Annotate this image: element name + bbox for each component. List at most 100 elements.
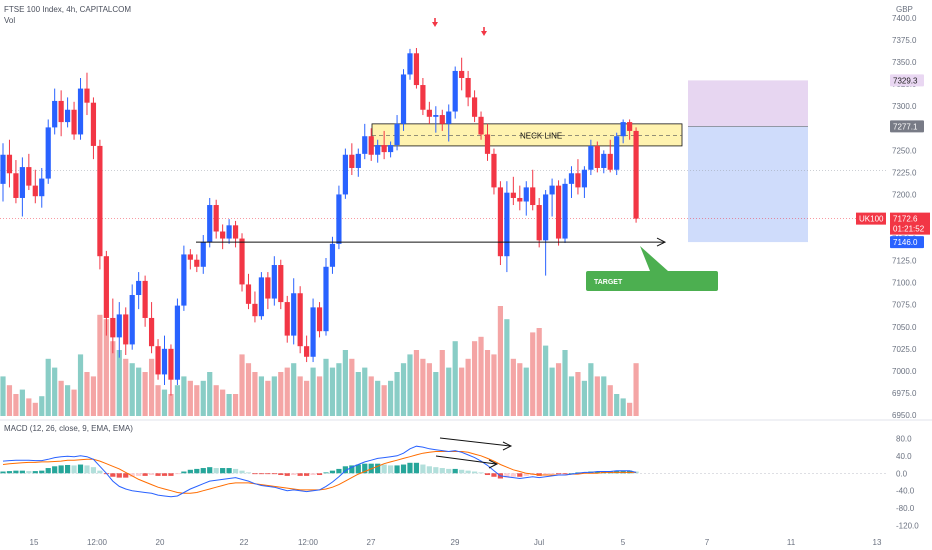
candle-body[interactable] bbox=[543, 194, 549, 241]
candle-body[interactable] bbox=[71, 109, 77, 135]
candle-body[interactable] bbox=[536, 205, 542, 241]
candle-body[interactable] bbox=[478, 116, 484, 135]
candle-body[interactable] bbox=[304, 346, 310, 357]
candle-body[interactable] bbox=[291, 293, 297, 336]
candle-body[interactable] bbox=[90, 102, 97, 146]
candle-body[interactable] bbox=[349, 154, 355, 168]
candle-body[interactable] bbox=[484, 134, 491, 154]
candle-body[interactable] bbox=[161, 348, 168, 375]
candle-body[interactable] bbox=[284, 302, 290, 336]
candle-body[interactable] bbox=[220, 231, 226, 239]
candle-body[interactable] bbox=[155, 346, 161, 375]
candle-body[interactable] bbox=[452, 70, 458, 112]
candle-body[interactable] bbox=[510, 192, 516, 198]
candle-body[interactable] bbox=[45, 127, 51, 179]
candle-body[interactable] bbox=[400, 74, 407, 124]
candle-body[interactable] bbox=[459, 70, 465, 78]
candle-body[interactable] bbox=[497, 187, 504, 257]
candle-body[interactable] bbox=[213, 205, 219, 232]
candle-body[interactable] bbox=[607, 153, 613, 170]
candle-body[interactable] bbox=[0, 154, 6, 184]
candle-body[interactable] bbox=[362, 136, 368, 154]
candle-body[interactable] bbox=[207, 205, 213, 243]
candle-body[interactable] bbox=[6, 154, 13, 174]
candle-body[interactable] bbox=[110, 317, 116, 338]
target-callout[interactable] bbox=[586, 271, 718, 291]
candle-body[interactable] bbox=[77, 88, 84, 135]
candle-body[interactable] bbox=[329, 243, 336, 267]
candle-body[interactable] bbox=[594, 145, 600, 168]
candle-body[interactable] bbox=[413, 53, 420, 86]
candle-body[interactable] bbox=[439, 115, 445, 124]
candle-body[interactable] bbox=[265, 277, 271, 299]
candle-body[interactable] bbox=[26, 167, 32, 186]
candle-body[interactable] bbox=[181, 254, 187, 306]
candle-body[interactable] bbox=[381, 145, 387, 153]
candle-body[interactable] bbox=[491, 153, 497, 188]
candle-body[interactable] bbox=[245, 284, 252, 304]
candle-body[interactable] bbox=[465, 77, 471, 98]
candle-body[interactable] bbox=[148, 317, 155, 347]
candle-body[interactable] bbox=[271, 265, 277, 299]
candle-body[interactable] bbox=[65, 109, 71, 123]
candle-body[interactable] bbox=[278, 265, 284, 303]
candle-body[interactable] bbox=[388, 145, 394, 153]
candle-body[interactable] bbox=[588, 145, 594, 170]
candle-body[interactable] bbox=[129, 295, 135, 345]
candle-body[interactable] bbox=[123, 314, 129, 345]
candle-body[interactable] bbox=[13, 173, 19, 198]
candle-body[interactable] bbox=[517, 197, 523, 202]
candle-body[interactable] bbox=[168, 348, 174, 380]
candle-body[interactable] bbox=[355, 153, 361, 168]
candle-body[interactable] bbox=[581, 169, 587, 188]
candle-body[interactable] bbox=[375, 145, 381, 155]
candle-body[interactable] bbox=[116, 314, 122, 338]
candle-body[interactable] bbox=[297, 293, 303, 347]
candle-body[interactable] bbox=[200, 242, 206, 267]
candle-body[interactable] bbox=[310, 307, 316, 357]
candle-body[interactable] bbox=[103, 256, 109, 318]
candle-body[interactable] bbox=[84, 88, 90, 103]
candle-body[interactable] bbox=[316, 307, 323, 332]
candle-body[interactable] bbox=[32, 185, 38, 197]
candle-body[interactable] bbox=[19, 167, 25, 198]
candle-body[interactable] bbox=[568, 173, 575, 184]
candle-body[interactable] bbox=[549, 185, 555, 195]
candle-body[interactable] bbox=[420, 85, 426, 110]
candle-body[interactable] bbox=[523, 187, 529, 202]
candle-body[interactable] bbox=[530, 187, 536, 206]
candle-body[interactable] bbox=[97, 145, 103, 257]
candle-body[interactable] bbox=[471, 97, 478, 117]
candle-body[interactable] bbox=[226, 225, 232, 239]
candle-body[interactable] bbox=[136, 280, 142, 296]
candle-body[interactable] bbox=[627, 122, 633, 131]
candle-body[interactable] bbox=[187, 254, 193, 260]
candle-body[interactable] bbox=[174, 305, 181, 380]
candle-body[interactable] bbox=[194, 259, 200, 267]
candle-body[interactable] bbox=[504, 192, 510, 257]
candle-body[interactable] bbox=[342, 154, 348, 195]
candle-body[interactable] bbox=[239, 238, 245, 285]
candle-body[interactable] bbox=[336, 194, 342, 244]
candle-body[interactable] bbox=[614, 136, 620, 170]
candle-body[interactable] bbox=[562, 183, 568, 239]
candle-body[interactable] bbox=[426, 109, 432, 117]
candle-body[interactable] bbox=[446, 111, 452, 124]
candle-body[interactable] bbox=[58, 100, 64, 123]
candle-body[interactable] bbox=[633, 130, 639, 219]
candle-body[interactable] bbox=[232, 225, 239, 239]
candle-body[interactable] bbox=[620, 122, 626, 137]
candle-body[interactable] bbox=[601, 153, 607, 168]
candle-body[interactable] bbox=[368, 136, 374, 155]
candle-body[interactable] bbox=[433, 115, 439, 117]
candle-body[interactable] bbox=[394, 123, 400, 146]
candle-body[interactable] bbox=[39, 178, 45, 197]
candle-body[interactable] bbox=[323, 266, 329, 332]
candle-body[interactable] bbox=[142, 280, 148, 318]
candle-body[interactable] bbox=[258, 277, 264, 317]
candle-body[interactable] bbox=[575, 173, 581, 188]
candle-body[interactable] bbox=[252, 303, 258, 317]
candle-body[interactable] bbox=[52, 100, 58, 128]
candle-body[interactable] bbox=[407, 53, 413, 75]
